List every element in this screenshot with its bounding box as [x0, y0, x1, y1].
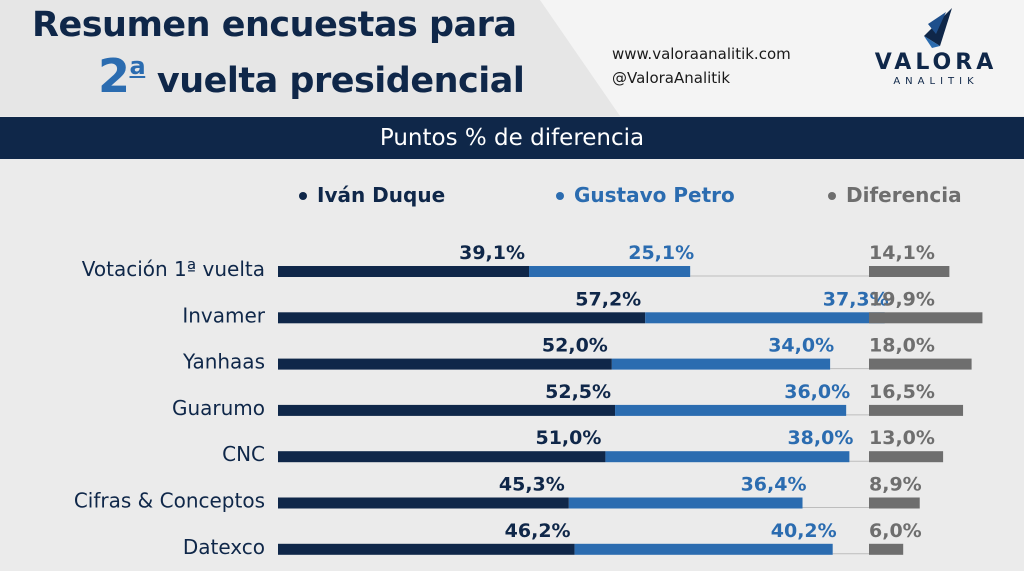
bar-petro — [645, 312, 885, 324]
value-label-duque: 39,1% — [459, 242, 525, 264]
chart-subtitle: Puntos % de diferencia — [0, 117, 1024, 159]
valora-logo: VALORA ANALITIK — [866, 6, 1006, 90]
value-label-petro: 36,4% — [741, 474, 807, 496]
value-label-petro: 25,1% — [628, 242, 694, 264]
bar-diferencia — [869, 404, 964, 416]
bar-duque — [278, 451, 606, 463]
bar-diferencia — [869, 497, 920, 509]
value-label-diferencia: 16,5% — [869, 381, 935, 403]
legend-label-2: Diferencia — [846, 183, 962, 207]
source-credits: www.valoraanalitik.com @ValoraAnalitik — [612, 42, 791, 90]
value-label-duque: 52,5% — [545, 381, 611, 403]
website-link[interactable]: www.valoraanalitik.com — [612, 45, 791, 63]
title-ordinal: a — [129, 52, 146, 80]
bar-petro — [529, 266, 691, 277]
legend-label-1: Gustavo Petro — [574, 183, 735, 207]
bar-duque — [278, 358, 612, 370]
legend-dot-1 — [556, 192, 564, 200]
value-label-petro: 37,3% — [823, 288, 889, 310]
category-label: Guarumo — [172, 396, 265, 420]
value-label-petro: 38,0% — [787, 427, 853, 449]
bar-diferencia — [869, 543, 904, 555]
legend-dot-2 — [828, 192, 836, 200]
value-label-diferencia: 14,1% — [869, 242, 935, 264]
header-background — [540, 0, 1024, 116]
category-label: Invamer — [182, 303, 265, 327]
legend-label-0: Iván Duque — [317, 183, 445, 207]
bar-petro — [574, 543, 833, 555]
value-label-diferencia: 13,0% — [869, 427, 935, 449]
category-label: Votación 1ª vuelta — [82, 257, 265, 281]
value-label-diferencia: 18,0% — [869, 335, 935, 357]
page-title: Resumen encuestas para 2a vuelta preside… — [32, 5, 525, 101]
value-label-duque: 51,0% — [535, 427, 601, 449]
bar-diferencia — [869, 266, 950, 277]
bar-petro — [568, 497, 803, 509]
title-number: 2 — [98, 49, 130, 103]
category-label: Datexco — [183, 535, 265, 559]
bar-duque — [278, 404, 616, 416]
bar-duque — [278, 497, 569, 509]
value-label-duque: 57,2% — [575, 288, 641, 310]
title-line-1: Resumen encuestas para — [32, 5, 517, 45]
title-line-2-text: vuelta presidencial — [156, 61, 525, 101]
category-label: CNC — [222, 442, 265, 466]
valora-logo-icon — [924, 8, 952, 48]
bar-duque — [278, 543, 575, 555]
logo-name: VALORA — [874, 50, 998, 75]
value-label-duque: 46,2% — [505, 520, 571, 542]
bar-duque — [278, 266, 530, 277]
value-label-petro: 36,0% — [784, 381, 850, 403]
bar-duque — [278, 312, 646, 324]
category-label: Yanhaas — [182, 350, 265, 374]
value-label-petro: 40,2% — [771, 520, 837, 542]
bar-petro — [615, 404, 847, 416]
bar-diferencia — [869, 358, 972, 370]
value-label-diferencia: 8,9% — [869, 474, 922, 496]
legend-dot-0 — [299, 192, 307, 200]
bar-petro — [605, 451, 850, 463]
value-label-diferencia: 19,9% — [869, 288, 935, 310]
value-label-petro: 34,0% — [768, 335, 834, 357]
bar-diferencia — [869, 451, 944, 463]
social-handle: @ValoraAnalitik — [612, 69, 731, 87]
logo-subname: ANALITIK — [893, 76, 979, 87]
header: Resumen encuestas para 2a vuelta preside… — [0, 0, 1024, 116]
bar-diferencia — [869, 312, 983, 324]
value-label-diferencia: 6,0% — [869, 520, 922, 542]
value-label-duque: 45,3% — [499, 474, 565, 496]
title-line-2: 2a vuelta presidencial — [32, 52, 525, 101]
value-label-duque: 52,0% — [542, 335, 608, 357]
bar-petro — [611, 358, 831, 370]
category-label: Cifras & Conceptos — [74, 489, 265, 513]
